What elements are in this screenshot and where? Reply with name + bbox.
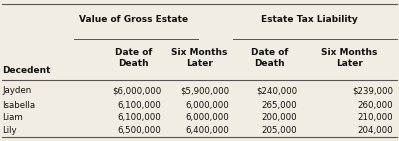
Text: 210,000: 210,000 xyxy=(358,113,393,122)
Text: 204,000: 204,000 xyxy=(358,126,393,135)
Text: 260,000: 260,000 xyxy=(358,101,393,110)
Text: Jayden: Jayden xyxy=(2,86,31,95)
Text: $5,900,000: $5,900,000 xyxy=(180,86,229,95)
Text: $239,000: $239,000 xyxy=(352,86,393,95)
Text: Date of
Death: Date of Death xyxy=(115,48,152,68)
Text: Decedent: Decedent xyxy=(2,66,51,75)
Text: 205,000: 205,000 xyxy=(262,126,297,135)
Text: $6,000,000: $6,000,000 xyxy=(113,86,162,95)
Text: Liam: Liam xyxy=(2,113,23,122)
Text: $240,000: $240,000 xyxy=(256,86,297,95)
Text: 6,100,000: 6,100,000 xyxy=(118,113,162,122)
Text: 265,000: 265,000 xyxy=(262,101,297,110)
Text: 6,000,000: 6,000,000 xyxy=(186,101,229,110)
Text: Value of Gross Estate: Value of Gross Estate xyxy=(79,15,188,24)
Text: 6,000,000: 6,000,000 xyxy=(186,113,229,122)
Text: 6,100,000: 6,100,000 xyxy=(118,101,162,110)
Text: Isabella: Isabella xyxy=(2,101,35,110)
Text: Six Months
Later: Six Months Later xyxy=(321,48,377,68)
Text: 6,400,000: 6,400,000 xyxy=(186,126,229,135)
Text: Estate Tax Liability: Estate Tax Liability xyxy=(261,15,358,24)
Text: Six Months
Later: Six Months Later xyxy=(171,48,228,68)
Text: Date of
Death: Date of Death xyxy=(251,48,288,68)
Text: Lily: Lily xyxy=(2,126,17,135)
Text: 6,500,000: 6,500,000 xyxy=(118,126,162,135)
Text: 200,000: 200,000 xyxy=(262,113,297,122)
